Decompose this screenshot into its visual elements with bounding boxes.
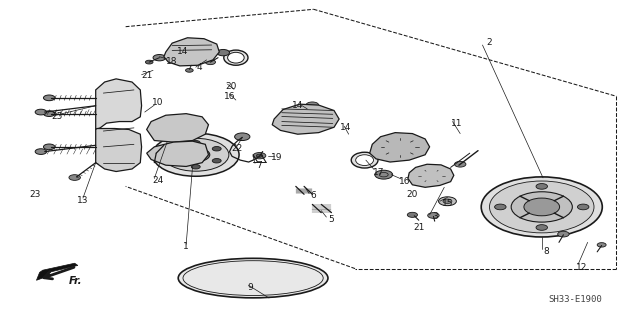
Text: 5: 5 (328, 215, 334, 224)
Ellipse shape (228, 52, 244, 63)
Text: 9: 9 (247, 283, 253, 292)
Text: 8: 8 (543, 247, 549, 256)
Circle shape (69, 175, 81, 180)
Circle shape (306, 102, 319, 108)
Text: 3: 3 (432, 212, 438, 221)
Text: 20: 20 (406, 190, 418, 199)
Circle shape (44, 144, 55, 150)
Circle shape (407, 212, 417, 217)
Circle shape (495, 204, 506, 210)
Circle shape (511, 192, 572, 222)
Circle shape (186, 69, 193, 72)
Circle shape (163, 138, 229, 171)
Circle shape (577, 204, 589, 210)
Circle shape (191, 141, 200, 145)
Text: SH33-E1900: SH33-E1900 (548, 295, 602, 304)
Polygon shape (370, 133, 429, 162)
Ellipse shape (224, 50, 248, 65)
Text: 20: 20 (225, 82, 236, 91)
Circle shape (170, 159, 179, 163)
Circle shape (424, 172, 439, 180)
Circle shape (597, 243, 606, 247)
Text: 15: 15 (442, 199, 453, 208)
Circle shape (182, 148, 210, 162)
Text: 18: 18 (166, 57, 178, 66)
Text: 14: 14 (177, 48, 189, 56)
Circle shape (375, 170, 393, 179)
Text: 21: 21 (141, 71, 152, 80)
Text: 22: 22 (232, 144, 243, 153)
Circle shape (417, 169, 445, 183)
Polygon shape (164, 38, 220, 66)
Text: 19: 19 (271, 153, 282, 162)
Text: Fr.: Fr. (68, 276, 82, 286)
Text: 12: 12 (575, 263, 587, 271)
Polygon shape (96, 129, 141, 172)
Polygon shape (147, 114, 209, 142)
Circle shape (536, 225, 547, 230)
Circle shape (443, 199, 452, 204)
Text: 21: 21 (413, 223, 424, 232)
Ellipse shape (351, 152, 378, 168)
Text: 11: 11 (451, 119, 463, 128)
Text: 16: 16 (224, 92, 236, 101)
Circle shape (557, 231, 569, 237)
Polygon shape (36, 263, 78, 280)
Text: 7: 7 (257, 161, 262, 170)
Text: 14: 14 (340, 123, 351, 132)
Ellipse shape (178, 258, 328, 298)
Circle shape (380, 137, 420, 158)
Circle shape (44, 111, 55, 116)
Circle shape (490, 181, 594, 233)
Text: 13: 13 (77, 196, 89, 205)
Polygon shape (408, 164, 454, 187)
Circle shape (205, 60, 216, 65)
Circle shape (481, 177, 602, 237)
Text: 1: 1 (183, 242, 189, 251)
Circle shape (35, 149, 47, 154)
Circle shape (44, 95, 55, 101)
Polygon shape (147, 141, 209, 167)
Ellipse shape (356, 155, 374, 166)
Circle shape (217, 49, 230, 56)
Text: 14: 14 (292, 101, 303, 110)
Circle shape (212, 159, 221, 163)
Circle shape (191, 165, 200, 169)
Circle shape (212, 146, 221, 151)
Circle shape (145, 60, 153, 64)
Circle shape (256, 154, 262, 157)
Text: 10: 10 (152, 98, 163, 107)
Text: 23: 23 (29, 190, 41, 199)
Text: 4: 4 (196, 63, 202, 72)
Circle shape (170, 146, 179, 151)
Circle shape (536, 183, 547, 189)
Circle shape (35, 109, 47, 115)
Polygon shape (272, 104, 339, 134)
Circle shape (153, 55, 166, 61)
Text: 24: 24 (152, 175, 163, 185)
Circle shape (438, 197, 456, 206)
Text: 25: 25 (52, 112, 63, 121)
Circle shape (454, 161, 466, 167)
Circle shape (524, 198, 559, 216)
Circle shape (388, 142, 411, 153)
Text: 16: 16 (399, 177, 410, 186)
Circle shape (428, 213, 439, 218)
Circle shape (235, 133, 250, 141)
Text: 17: 17 (373, 168, 385, 177)
Text: 2: 2 (486, 38, 492, 47)
Circle shape (253, 152, 266, 159)
Polygon shape (96, 79, 141, 130)
Circle shape (152, 133, 239, 176)
Text: 6: 6 (311, 191, 317, 200)
